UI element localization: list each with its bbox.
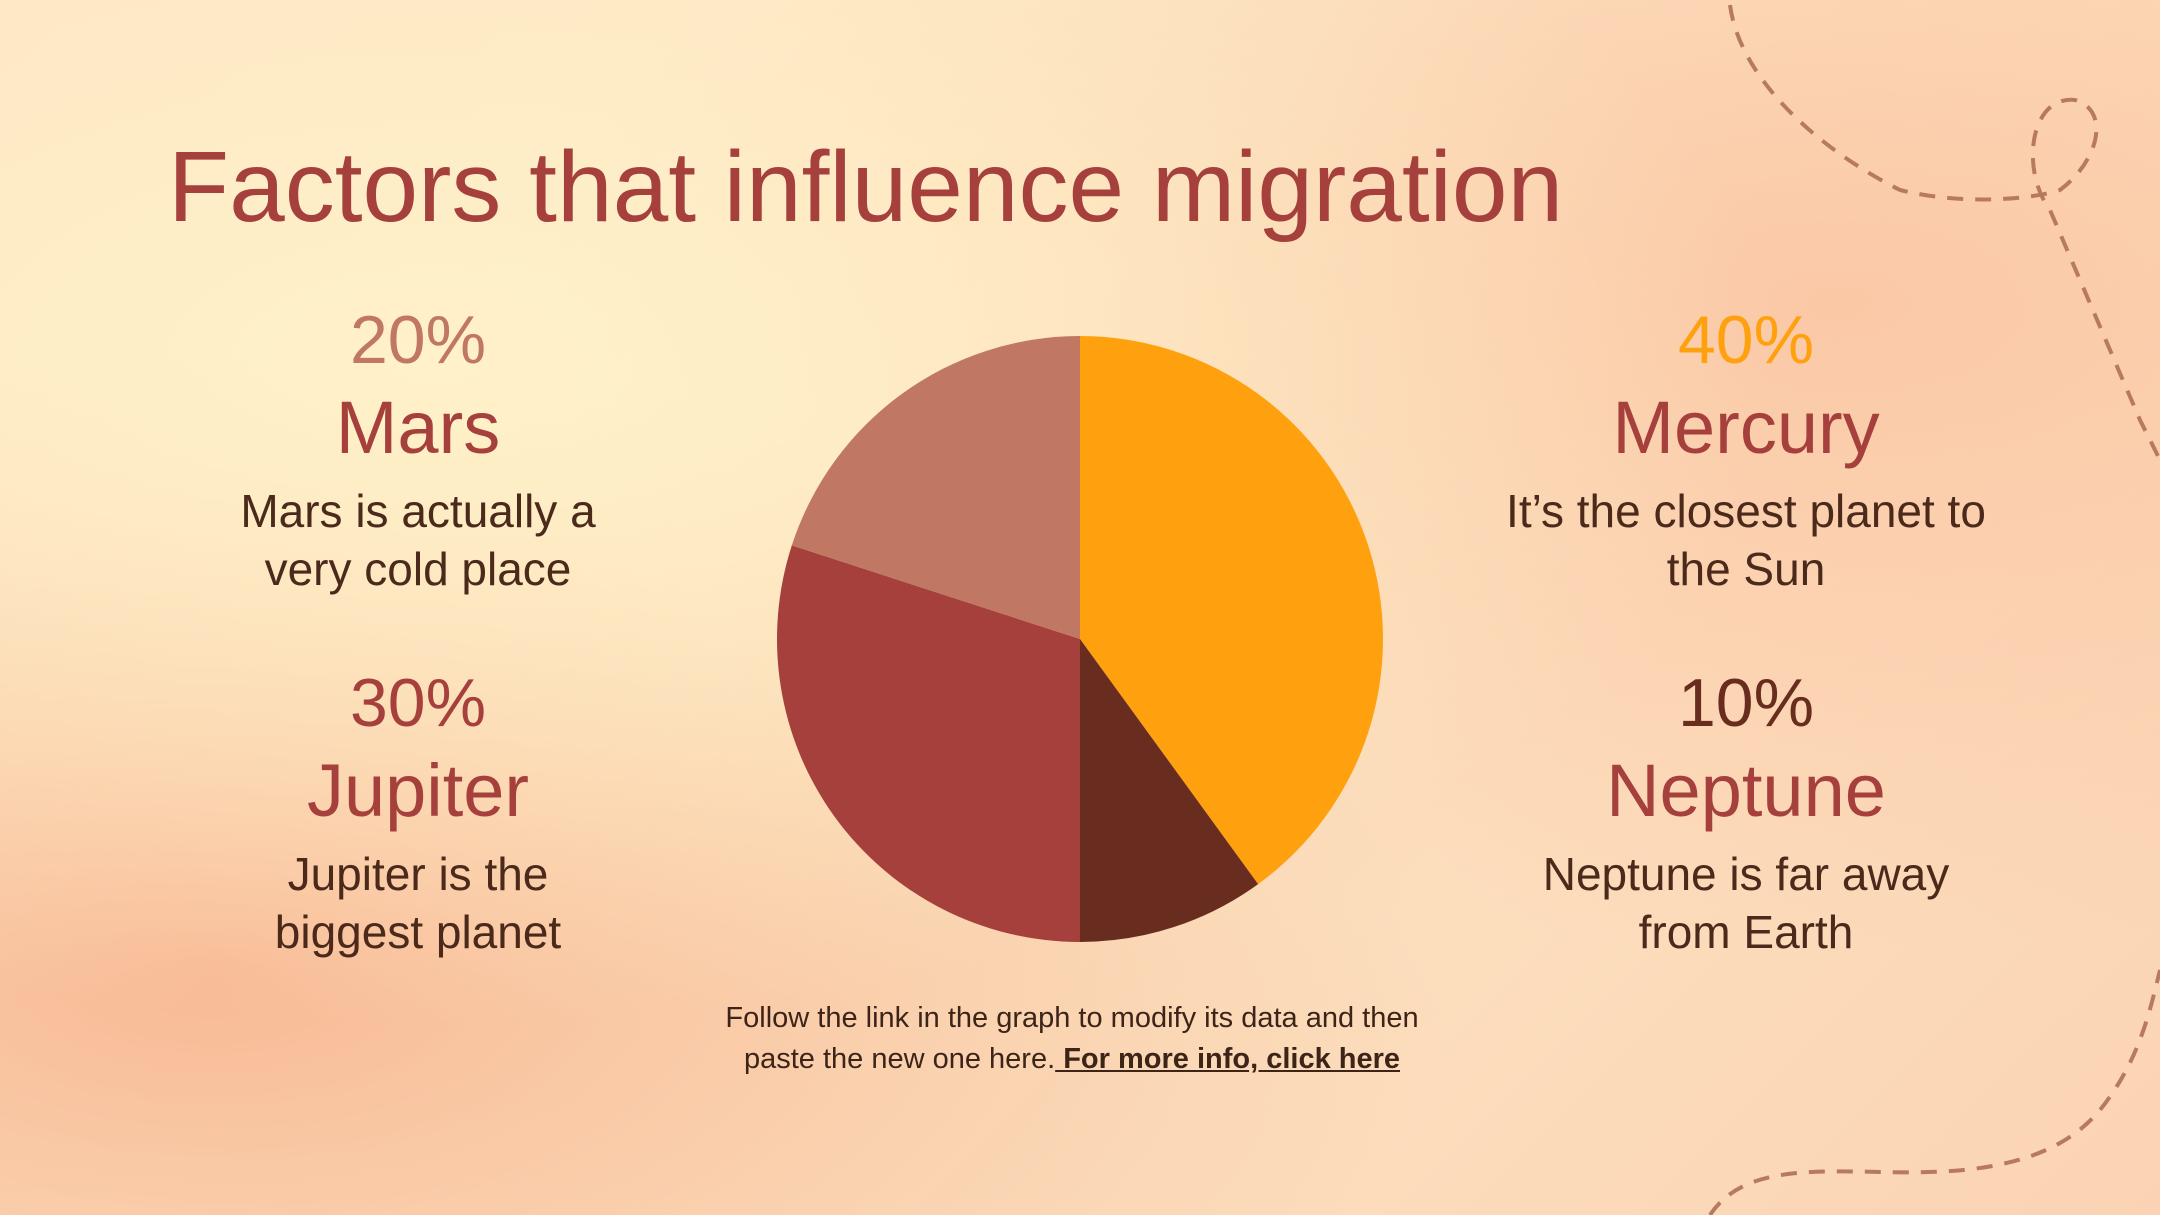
description: It’s the closest planet to the Sun: [1506, 485, 1986, 595]
slide-title: Factors that influence migration: [168, 131, 1564, 243]
value-label: 10%: [1677, 665, 1815, 741]
description: Mars is actually a very cold place: [240, 485, 596, 595]
label-block: 10% Neptune Neptune is far away from Earth: [1506, 663, 1986, 961]
category-name: Mercury: [1612, 386, 1880, 469]
info-link[interactable]: For more info, click here: [1055, 1043, 1401, 1075]
label-block: 30% Jupiter Jupiter is the biggest planet: [208, 663, 628, 961]
pie-chart: [777, 336, 1384, 942]
description: Neptune is far away from Earth: [1542, 848, 1950, 958]
category-name: Neptune: [1606, 749, 1886, 832]
dashed-curve: [1708, 969, 2160, 1215]
footer: Follow the link in the graph to modify i…: [692, 998, 1452, 1080]
pie-slice: [777, 545, 1080, 942]
pie-slice: [791, 336, 1080, 639]
label-block: 20% Mars Mars is actually a very cold plac…: [203, 300, 633, 598]
pie-slice: [1080, 639, 1259, 942]
value-label: 30%: [349, 665, 487, 741]
dashed-curve: [1728, 4, 2160, 461]
footer-text: Follow the link in the graph to modify i…: [725, 1002, 1419, 1075]
value-label: 20%: [349, 302, 487, 378]
pie-slice: [1080, 336, 1384, 885]
category-name: Jupiter: [306, 749, 530, 832]
value-label: 40%: [1677, 302, 1815, 378]
category-name: Mars: [335, 386, 501, 469]
description: Jupiter is the biggest planet: [274, 848, 562, 958]
label-block: 40% Mercury It’s the closest planet to the…: [1506, 300, 1986, 598]
